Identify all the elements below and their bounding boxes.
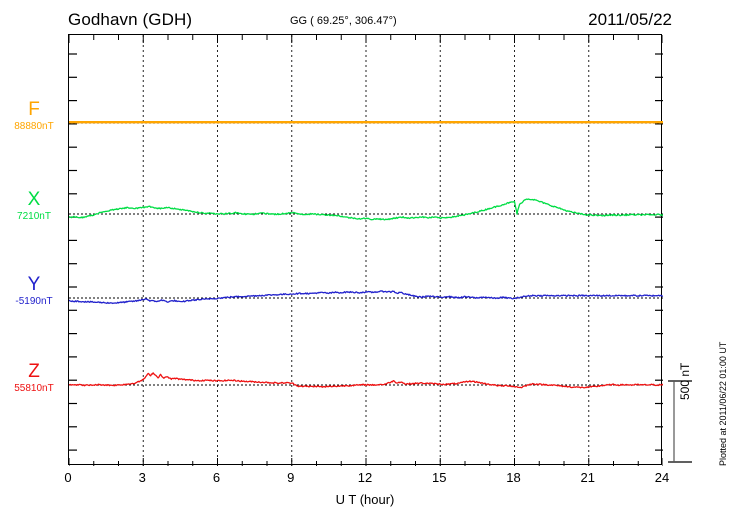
observation-date: 2011/05/22 [588, 10, 672, 29]
x-tick-label-24: 24 [654, 470, 670, 485]
trace-x [69, 198, 663, 221]
x-tick-label-3: 3 [138, 470, 146, 485]
component-letter-f: F [28, 99, 40, 120]
component-baseline-value-y: -5190nT [15, 296, 53, 307]
component-label-y: Y -5190nT [2, 275, 66, 308]
component-baseline-value-z: 55810nT [14, 383, 54, 394]
component-letter-y: Y [27, 274, 41, 295]
x-tick-label-0: 0 [64, 470, 72, 485]
station-title: Godhavn (GDH) [68, 10, 193, 29]
geographic-coordinates: GG ( 69.25°, 306.47°) [290, 15, 397, 27]
trace-z [69, 372, 663, 389]
chart-header: Godhavn (GDH) GG ( 69.25°, 306.47°) 2011… [0, 0, 730, 34]
scale-bar-label: 500 nT [678, 362, 692, 400]
x-axis-title: U T (hour) [335, 492, 395, 507]
x-tick-label-18: 18 [506, 470, 521, 485]
plot-frame [68, 34, 663, 466]
plotted-at-timestamp: Plotted at 2011/06/22 01:00 UT [718, 341, 728, 466]
x-tick-label-9: 9 [287, 470, 295, 485]
trace-y [69, 290, 663, 305]
component-label-x: X 7210nT [2, 190, 66, 223]
component-letter-x: X [27, 189, 41, 210]
x-tick-label-6: 6 [212, 470, 221, 485]
magnetogram-plot [69, 35, 663, 466]
component-letter-z: Z [28, 361, 40, 382]
component-label-z: Z 55810nT [2, 362, 66, 395]
scale-bar-glyph [668, 380, 692, 463]
x-tick-label-21: 21 [580, 470, 595, 485]
component-label-f: F 88880nT [2, 100, 66, 133]
component-baseline-value-x: 7210nT [17, 211, 51, 222]
x-tick-label-15: 15 [432, 470, 447, 485]
component-baseline-value-f: 88880nT [14, 121, 54, 132]
x-tick-label-12: 12 [357, 470, 373, 485]
scale-bar [666, 376, 730, 468]
